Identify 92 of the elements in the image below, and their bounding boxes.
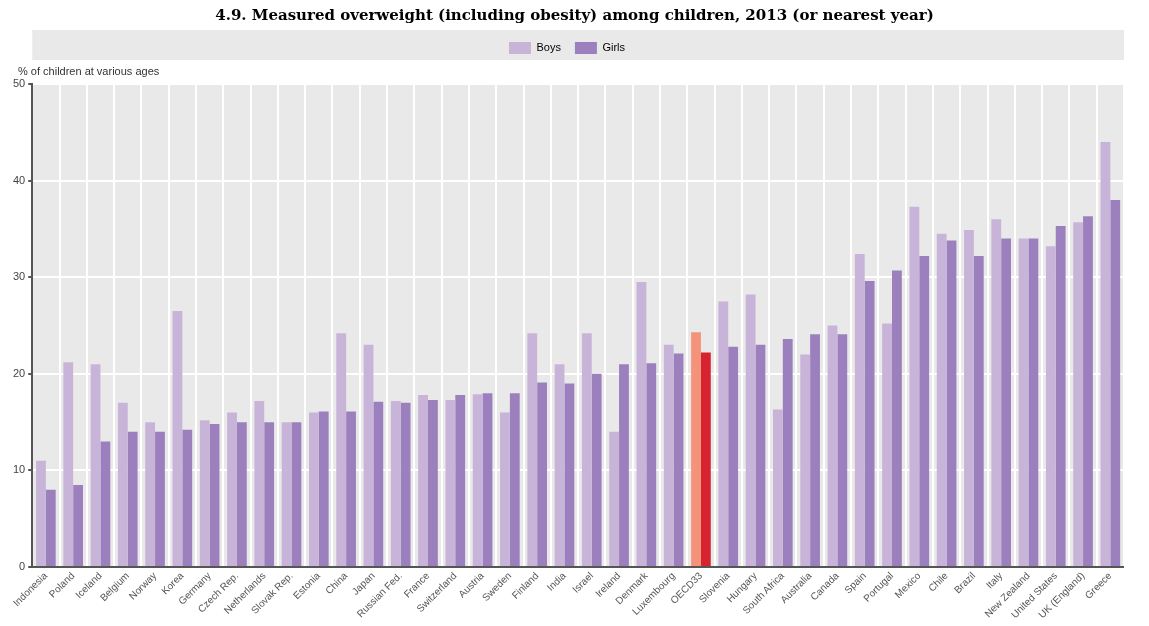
bar: [281, 422, 292, 567]
bar: [537, 382, 547, 567]
bar: [236, 422, 247, 567]
bar: [946, 240, 957, 567]
y-axis-title: % of children at various ages: [18, 65, 160, 77]
bar: [500, 412, 510, 567]
y-tick-label: 20: [12, 366, 26, 379]
bar: [892, 270, 902, 567]
bar: [145, 422, 156, 567]
bar: [700, 352, 711, 567]
y-tick-label: 0: [19, 560, 26, 573]
bar: [1028, 238, 1039, 567]
bar: [1073, 222, 1084, 567]
bar: [718, 301, 729, 567]
bar: [45, 489, 56, 567]
bar: [1055, 226, 1066, 567]
bar: [909, 206, 920, 567]
bar: [100, 441, 111, 567]
bar: [346, 411, 356, 567]
bar: [1083, 216, 1093, 567]
x-tick-label: India: [544, 569, 569, 593]
bar: [1045, 246, 1056, 567]
bar: [973, 255, 984, 567]
bar: [691, 332, 701, 567]
bar: [745, 294, 756, 567]
legend-label: Girls: [602, 41, 626, 54]
bar: [854, 254, 865, 567]
chart-title: 4.9. Measured overweight (including obesity) among children, 2013 (or nearest year): [214, 6, 935, 26]
bar: [227, 412, 237, 567]
bar: [36, 460, 46, 567]
bar: [882, 323, 892, 567]
bar: [773, 409, 783, 567]
bar: [291, 422, 302, 567]
bar: [73, 484, 83, 567]
bar: [445, 399, 456, 567]
bar: [482, 393, 493, 567]
bar: [1110, 199, 1121, 567]
legend-label: Boys: [536, 41, 562, 54]
bar: [63, 362, 74, 567]
bar: [673, 353, 684, 567]
bar: [117, 402, 128, 567]
bar: [800, 354, 811, 567]
bar: [209, 424, 220, 567]
bar: [591, 373, 602, 567]
bar: [527, 333, 538, 567]
bar: [837, 334, 848, 567]
bar: [127, 431, 138, 567]
bar: [390, 400, 401, 567]
bar: [919, 255, 930, 567]
y-tick-label: 30: [12, 270, 26, 283]
bar: [155, 431, 165, 567]
bar: [428, 399, 438, 567]
bar: [609, 431, 620, 567]
bar: [373, 401, 384, 567]
bar: [509, 393, 520, 567]
bar: [782, 339, 793, 567]
bar: [182, 429, 193, 567]
bar: [363, 344, 374, 567]
x-tick-label: Italy: [983, 569, 1005, 591]
bar: [581, 333, 592, 567]
bar: [1018, 238, 1029, 567]
y-tick-label: 40: [12, 173, 26, 186]
bar: [336, 333, 347, 567]
bar: [646, 363, 657, 567]
bar: [619, 364, 629, 567]
bar: [564, 383, 575, 567]
bar: [472, 394, 483, 567]
bar: [318, 411, 329, 567]
y-tick-label: 10: [12, 463, 26, 476]
y-tick-label: 50: [12, 77, 26, 90]
bar: [991, 219, 1002, 567]
bar: [827, 325, 838, 567]
bar: [254, 400, 265, 567]
bar: [636, 282, 647, 567]
bar: [455, 395, 466, 567]
bar: [554, 364, 565, 567]
bar: [90, 364, 101, 567]
bar: [418, 395, 428, 567]
bar: [309, 412, 319, 567]
bar: [936, 233, 947, 567]
bar: [728, 346, 739, 567]
bar: [964, 229, 974, 567]
bar: [264, 422, 275, 567]
bar: [1100, 141, 1111, 567]
bar: [199, 420, 210, 567]
bar: [1001, 238, 1011, 567]
bar: [755, 344, 766, 567]
bar: [663, 344, 674, 567]
bar: [400, 402, 411, 567]
bar: [172, 311, 183, 567]
bar: [810, 334, 820, 567]
bar: [864, 281, 875, 567]
